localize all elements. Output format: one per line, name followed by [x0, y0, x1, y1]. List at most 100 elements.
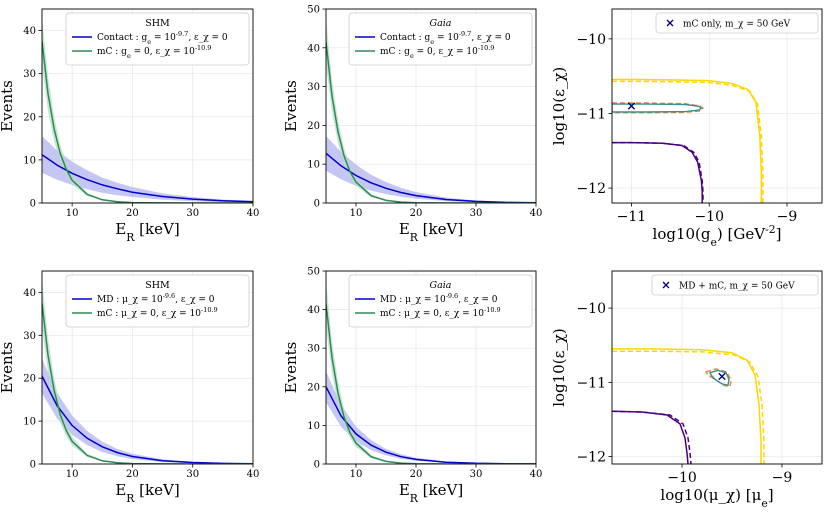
series-line-3 — [612, 410, 692, 464]
x-axis-label: log10(μ_χ) [μe] — [660, 486, 773, 510]
legend-box — [348, 274, 533, 328]
plot-area — [612, 78, 764, 203]
y-axis-label: log10(ε_χ) — [550, 328, 568, 407]
legend: MD + mC, m_χ = 50 GeV — [651, 274, 819, 296]
legend-marker — [666, 19, 674, 27]
plot-frame — [41, 270, 254, 465]
y-axis-label: Events — [0, 342, 16, 394]
y-tick-label: 20 — [23, 112, 36, 123]
y-tick-label: 40 — [23, 288, 36, 299]
x-tick-label: 10 — [66, 208, 79, 219]
plot-area — [612, 348, 765, 464]
y-tick-label: 0 — [30, 460, 36, 471]
series-line-1 — [326, 41, 536, 203]
y-tick-label: 20 — [307, 121, 320, 132]
y-tick-label: 10 — [307, 160, 320, 171]
series-line-5 — [709, 369, 730, 387]
series-line-1 — [612, 350, 765, 464]
x-tick-label: −9 — [772, 470, 793, 486]
uncertainty-band-0 — [42, 136, 253, 203]
series-line-1 — [612, 80, 764, 203]
legend-box — [65, 274, 250, 328]
y-tick-label: −11 — [576, 106, 606, 122]
y-axis-label: Events — [0, 80, 16, 132]
y-tick-label: 0 — [314, 460, 320, 471]
y-tick-label: −10 — [576, 32, 606, 48]
legend-entry: MD : μ_χ = 10-9.6, ε_χ = 0 — [97, 292, 215, 305]
y-tick-label: 30 — [23, 69, 36, 80]
x-tick-label: 30 — [186, 208, 199, 219]
y-tick-label: −11 — [576, 375, 606, 391]
y-tick-label: 40 — [23, 26, 36, 37]
uncertainty-band-0 — [326, 371, 536, 464]
x-tick-label: −9 — [777, 209, 798, 225]
legend-entry: MD + mC, m_χ = 50 GeV — [679, 282, 795, 292]
y-tick-label: 30 — [307, 82, 320, 93]
x-tick-label: −10 — [667, 470, 697, 486]
x-tick-label: 40 — [530, 208, 543, 219]
y-tick-label: 0 — [314, 199, 320, 210]
x-axis-label: ER [keV] — [399, 481, 463, 505]
x-tick-label: 10 — [66, 469, 79, 480]
x-tick-label: 20 — [410, 469, 423, 480]
y-axis-label: Events — [282, 80, 300, 132]
y-axis-label: log10(ε_χ) — [550, 67, 568, 146]
x-tick-label: 40 — [247, 469, 260, 480]
y-tick-label: 10 — [307, 421, 320, 432]
legend-entry: mC : μ_χ = 0, ε_χ = 10-10.9 — [380, 306, 501, 319]
x-tick-label: 20 — [126, 469, 139, 480]
x-tick-label: 10 — [350, 208, 363, 219]
x-tick-label: 20 — [410, 208, 423, 219]
legend: mC only, m_χ = 50 GeV — [655, 12, 819, 34]
uncertainty-band-0 — [326, 135, 536, 203]
legend-entry: MD : μ_χ = 10-9.6, ε_χ = 0 — [380, 292, 498, 305]
y-tick-label: 10 — [23, 417, 36, 428]
y-tick-label: 0 — [30, 199, 36, 210]
series-line-4 — [704, 368, 732, 388]
series-line-3 — [612, 141, 704, 203]
y-tick-label: 40 — [307, 305, 320, 316]
legend-entry: mC : ge = 0, ε_χ = 10-10.9 — [97, 44, 211, 60]
x-tick-label: 40 — [247, 208, 260, 219]
legend-box — [655, 12, 819, 34]
plot-area — [326, 280, 536, 464]
x-axis-label: ER [keV] — [115, 220, 179, 244]
legend-title: Gaia — [430, 280, 452, 291]
grid — [612, 9, 822, 203]
x-axis-label: log10(ge) [GeV-2] — [653, 223, 782, 249]
x-axis-label: ER [keV] — [115, 481, 179, 505]
x-axis-label: ER [keV] — [399, 220, 463, 244]
y-tick-label: 30 — [307, 344, 320, 355]
grid — [612, 271, 822, 464]
chart-a: 10 20 30 40 0 10 20 30 40 ER [keV] Events SHMContac… — [0, 8, 260, 244]
legend-title: SHM — [145, 280, 170, 291]
legend-title: Gaia — [430, 18, 452, 29]
series-line-0 — [612, 78, 763, 203]
y-axis-label: Events — [282, 342, 300, 394]
series-line-1 — [326, 303, 536, 464]
legend-box — [348, 12, 533, 66]
chart-b: 10 20 30 40 0 10 20 30 40 50 ER [keV] Events GaiaCon… — [282, 5, 542, 244]
x-tick-label: 30 — [186, 469, 199, 480]
plot-frame — [325, 270, 537, 465]
x-tick-label: 30 — [470, 208, 483, 219]
plot-frame — [611, 270, 823, 465]
series-line-2 — [612, 141, 703, 203]
y-tick-label: −10 — [576, 301, 606, 317]
y-tick-label: −12 — [576, 181, 606, 197]
plot-frame — [325, 8, 537, 204]
y-tick-label: −12 — [576, 450, 606, 466]
y-tick-label: 30 — [23, 331, 36, 342]
y-tick-label: 50 — [307, 267, 320, 278]
y-tick-label: 40 — [307, 43, 320, 54]
x-tick-label: 30 — [470, 469, 483, 480]
chart-e: 10 20 30 40 0 10 20 30 40 50 ER [keV] Events GaiaMD … — [282, 267, 542, 505]
plot-frame — [41, 8, 254, 204]
